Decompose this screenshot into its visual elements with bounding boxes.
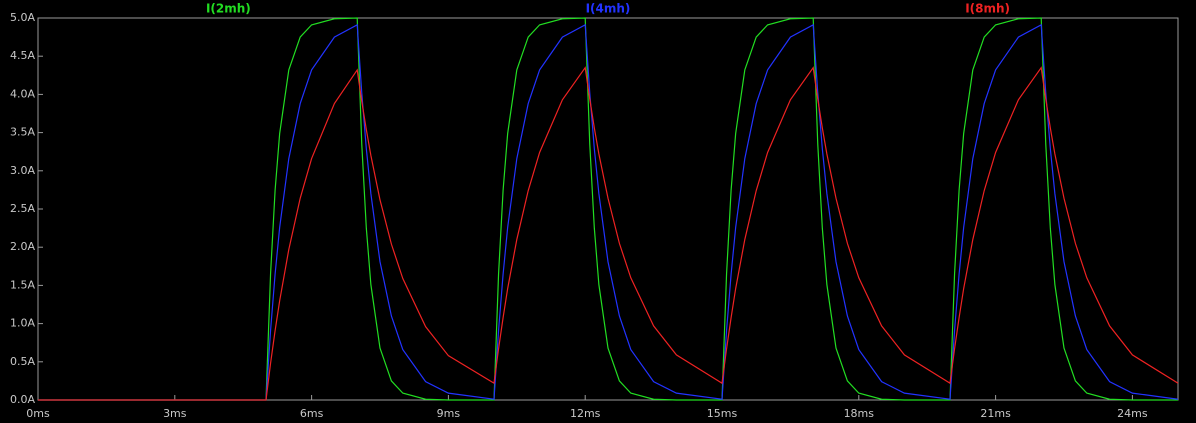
y-tick-label: 4.5A: [10, 49, 35, 62]
series-line: [38, 17, 1178, 401]
x-tick-label: 3ms: [163, 407, 187, 420]
series-line: [38, 66, 1179, 401]
y-tick-label: 0.0A: [10, 393, 35, 406]
x-tick-label: 18ms: [844, 407, 875, 420]
y-tick-label: 2.0A: [10, 240, 35, 253]
x-tick-label: 24ms: [1117, 407, 1148, 420]
x-tick-label: 21ms: [980, 407, 1011, 420]
y-tick-label: 5.0A: [10, 11, 35, 24]
y-tick-label: 1.5A: [10, 278, 35, 291]
legend-entry: I(2mh): [206, 2, 251, 16]
x-tick-label: 12ms: [570, 407, 601, 420]
x-tick-label: 0ms: [26, 407, 50, 420]
y-tick-label: 2.5A: [10, 202, 35, 215]
x-tick-label: 9ms: [437, 407, 461, 420]
legend-entry: I(8mh): [965, 2, 1010, 16]
y-tick-label: 3.5A: [10, 126, 35, 139]
x-tick-label: 15ms: [707, 407, 738, 420]
y-tick-label: 4.0A: [10, 87, 35, 100]
series-line: [38, 23, 1179, 401]
y-tick-label: 1.0A: [10, 317, 35, 330]
y-tick-label: 3.0A: [10, 164, 35, 177]
legend-entry: I(4mh): [586, 2, 631, 16]
x-tick-label: 6ms: [300, 407, 324, 420]
y-tick-label: 0.5A: [10, 355, 35, 368]
